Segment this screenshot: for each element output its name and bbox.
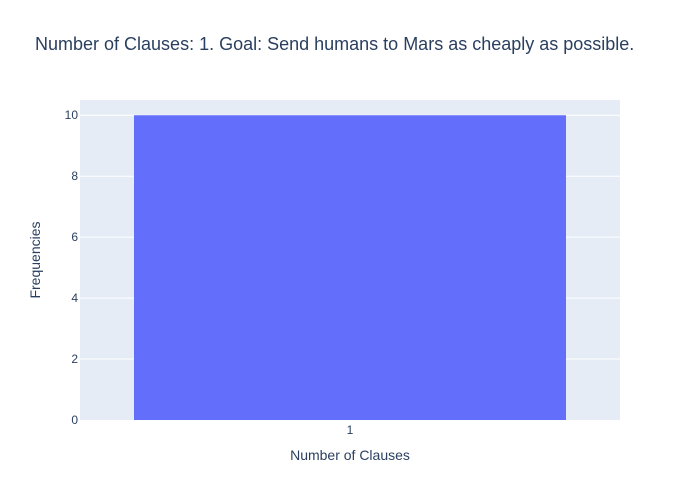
y-axis-label: Frequencies: [27, 221, 43, 298]
x-axis-label: Number of Clauses: [290, 447, 410, 463]
y-tick-label: 8: [71, 169, 78, 183]
x-tick-label: 1: [347, 423, 354, 437]
bar: [134, 115, 566, 420]
x-axis-ticks: 1: [347, 423, 354, 437]
y-tick-label: 10: [65, 108, 79, 122]
y-tick-label: 0: [71, 413, 78, 427]
y-axis-ticks: 0 2 4 6 8 10: [65, 108, 79, 427]
chart-title: Number of Clauses: 1. Goal: Send humans …: [35, 34, 634, 54]
y-tick-label: 2: [71, 352, 78, 366]
bars: [134, 115, 566, 420]
y-tick-label: 6: [71, 230, 78, 244]
y-tick-label: 4: [71, 291, 78, 305]
